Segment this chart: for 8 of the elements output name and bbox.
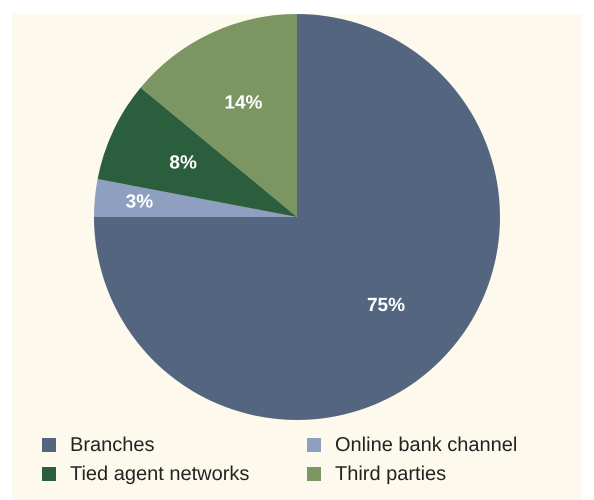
data-label: 75% — [366, 295, 406, 316]
legend-label: Branches — [69, 434, 156, 457]
data-label: 3% — [126, 191, 154, 212]
legend-label: Tied agent networks — [69, 463, 250, 486]
data-label: 8% — [169, 152, 197, 174]
legend-label: Online bank channel — [334, 434, 518, 457]
data-label: 14% — [224, 92, 263, 114]
legend-label: Third parties — [334, 463, 448, 486]
